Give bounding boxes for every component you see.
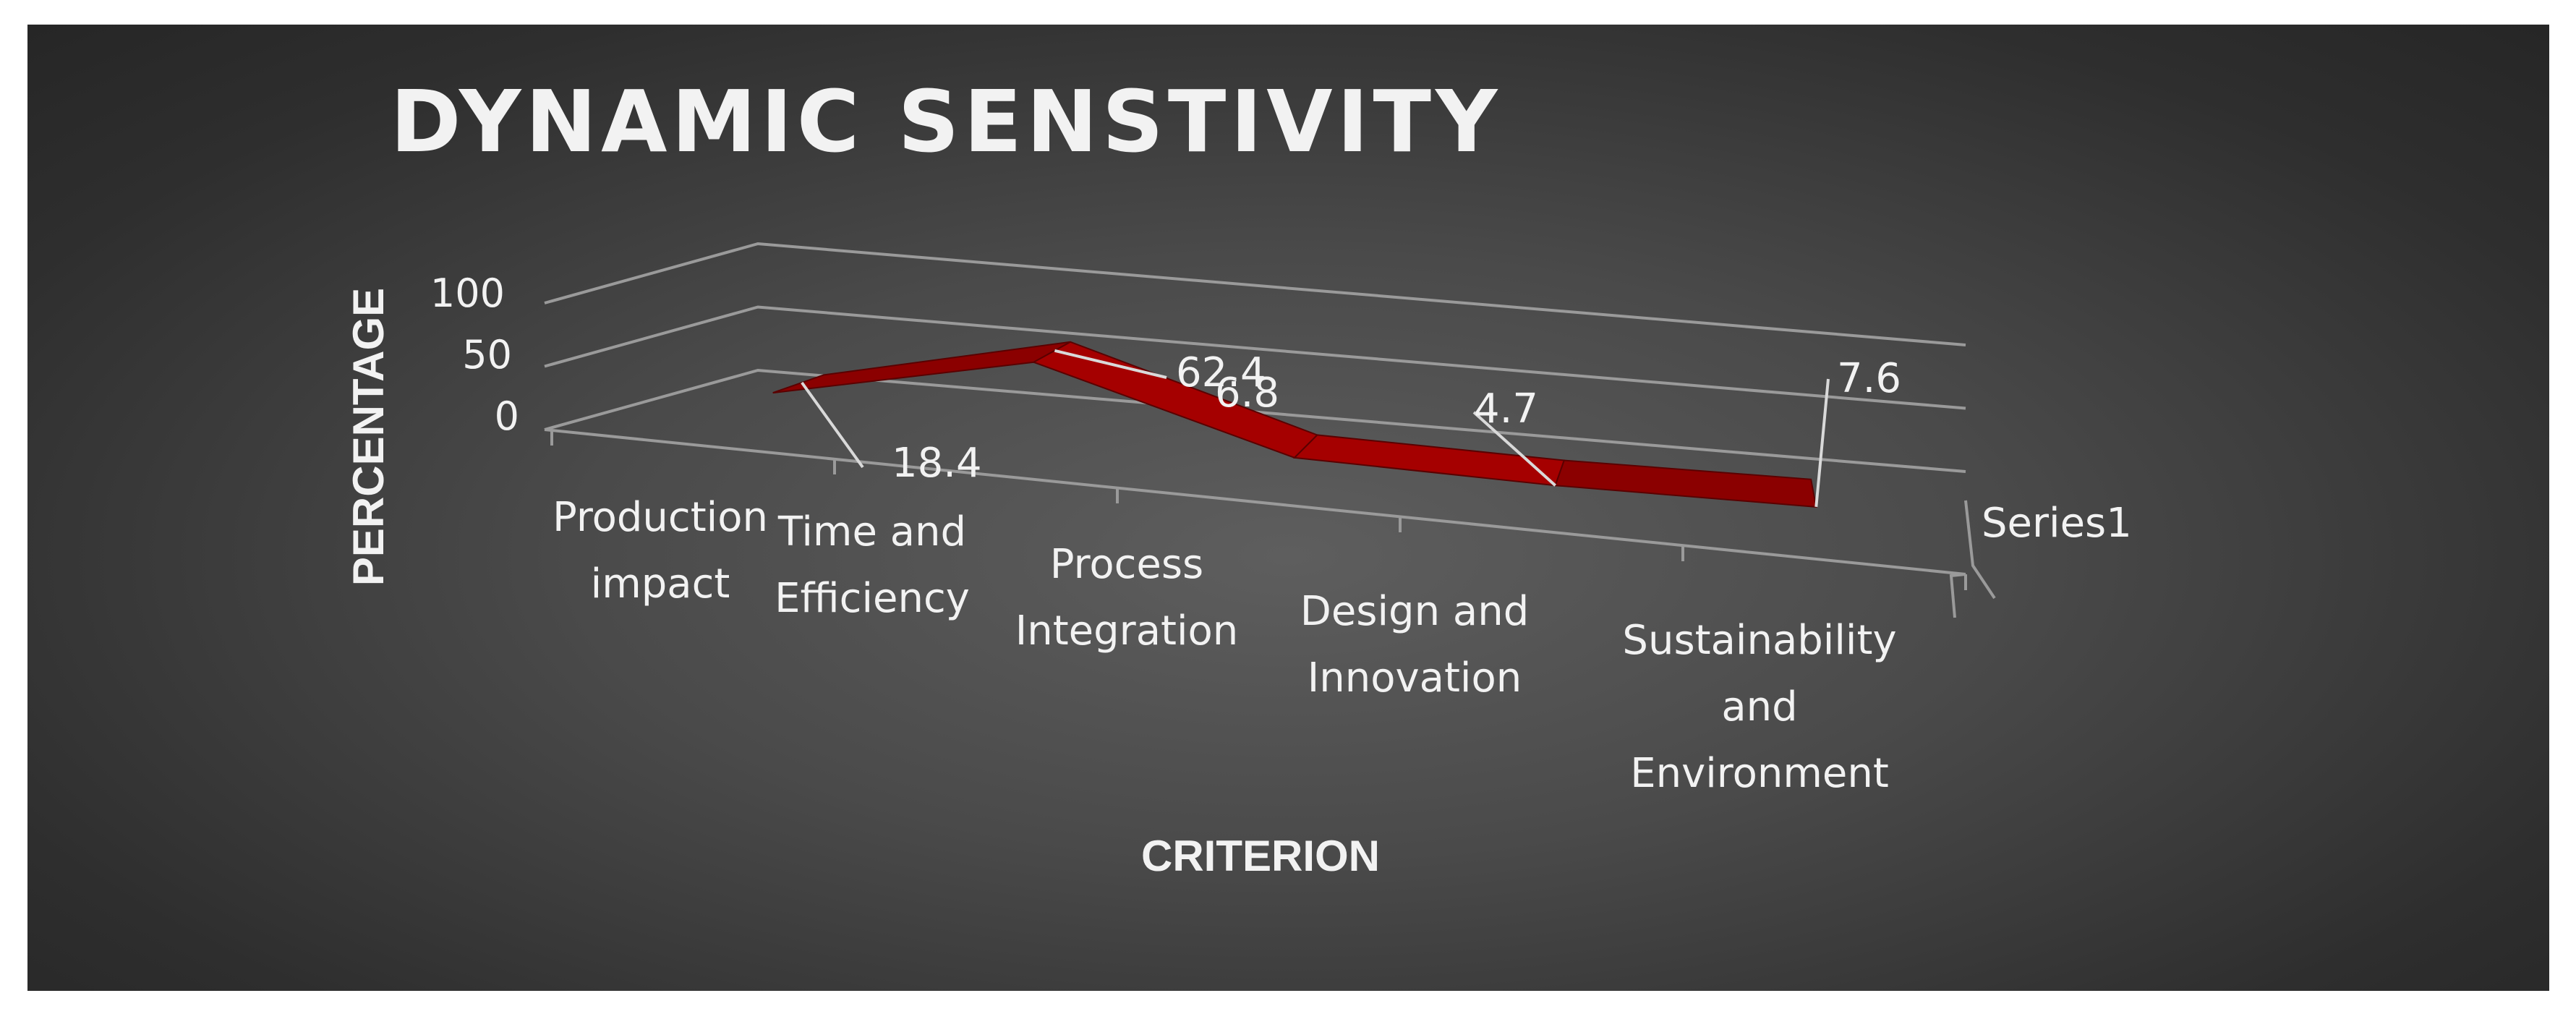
category-label-line: Production [553, 494, 768, 541]
category-label-line: Environment [1630, 750, 1889, 797]
axis-corner-front [1949, 573, 1966, 618]
y-tick-label-0: 0 [495, 393, 519, 439]
category-label-production-impact: Production impact [553, 494, 768, 608]
category-labels: Production impact Time and Efficiency Proc… [553, 494, 1897, 797]
data-label-4: 7.6 [1837, 355, 1901, 402]
category-label-time-and-efficiency: Time and Efficiency [775, 508, 970, 622]
y-tick-label-50: 50 [462, 332, 512, 378]
y-tick-label-100: 100 [430, 270, 505, 316]
x-axis-title: CRITERION [1141, 832, 1380, 880]
category-label-line: Integration [1015, 608, 1239, 655]
data-label-0: 18.4 [892, 440, 982, 487]
gridlines [544, 242, 1966, 473]
category-label-line: Efficiency [775, 575, 970, 622]
category-label-sustainability-and-environment: Sustainability and Environment [1622, 617, 1896, 797]
category-label-line: impact [591, 561, 730, 608]
series-segment-3 [1554, 459, 1817, 508]
leader-line-4 [1814, 378, 1830, 508]
data-label-1: 62.4 [1176, 349, 1266, 396]
leader-line-3 [1472, 411, 1556, 487]
axis-corner-back [1964, 500, 1996, 600]
data-labels: 18.4 62.46.8 4.7 7.6 [892, 349, 1901, 487]
category-label-line: Innovation [1308, 655, 1522, 702]
category-label-process-integration: Process Integration [1015, 541, 1239, 655]
category-label-line: Design and [1300, 588, 1530, 635]
y-axis-ticks: 100 50 0 [430, 270, 519, 439]
gridline-50 [544, 305, 1966, 410]
data-label-3: 4.7 [1474, 385, 1538, 433]
category-label-line: Sustainability [1622, 617, 1896, 664]
chart-title: DYNAMIC SENSTIVITY [391, 72, 1502, 171]
chart-svg: DYNAMIC SENSTIVITY PERCENTAGE CRITERION … [344, 72, 2132, 880]
gridline-100 [544, 242, 1966, 346]
legend: Series1 [1982, 500, 2132, 547]
data-label-leaders [801, 349, 1830, 508]
data-label-2: 6.8 [1215, 370, 1279, 417]
category-label-design-and-innovation: Design and Innovation [1300, 588, 1530, 702]
chart-area: DYNAMIC SENSTIVITY PERCENTAGE CRITERION … [27, 25, 2549, 991]
category-label-line: Time and [777, 508, 966, 555]
category-label-line: and [1721, 683, 1797, 730]
category-label-line: Process [1050, 541, 1203, 588]
legend-series-name: Series1 [1982, 500, 2132, 547]
category-axis-line [544, 428, 1966, 576]
series-segment-2 [1292, 434, 1566, 487]
leader-line-0 [801, 381, 864, 469]
leader-line-1 [1054, 349, 1167, 379]
series-ribbon [772, 341, 1817, 508]
category-axis [544, 428, 1996, 618]
y-axis-title: PERCENTAGE [344, 288, 393, 586]
gridline-0 [544, 368, 1966, 473]
